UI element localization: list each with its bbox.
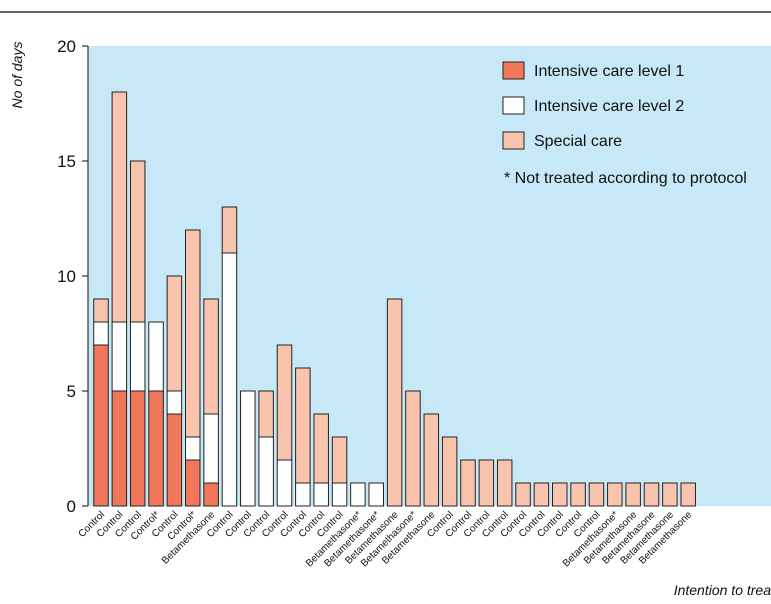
legend-swatch (502, 131, 525, 150)
bar-segment-special-care (331, 436, 348, 484)
bar-segment-intensive-care-level-2 (203, 413, 219, 484)
bar-segment-intensive-care-level-1 (129, 390, 146, 507)
bar-segment-special-care (405, 390, 421, 507)
bar-segment-intensive-care-level-2 (295, 482, 311, 507)
bar-segment-intensive-care-level-2 (258, 436, 274, 507)
bar-segment-special-care (607, 482, 623, 507)
bar-segment-intensive-care-level-2 (350, 482, 366, 507)
bar-segment-intensive-care-level-2 (185, 436, 201, 461)
legend-swatch (502, 96, 525, 115)
y-axis-title: No of days (9, 42, 25, 109)
legend-label: Intensive care level 2 (534, 98, 684, 115)
y-tick-label: 20 (57, 37, 76, 56)
bar-segment-intensive-care-level-2 (368, 482, 384, 507)
bar-segment-intensive-care-level-2 (129, 321, 146, 392)
bar-segment-special-care (129, 160, 146, 323)
bar-segment-special-care (276, 344, 293, 461)
bar-segment-special-care (221, 206, 238, 254)
bar-segment-special-care (588, 482, 605, 507)
bar-segment-special-care (441, 436, 458, 507)
bar-segment-special-care (496, 459, 513, 507)
bar-segment-special-care (203, 298, 219, 415)
legend-note: * Not treated according to protocol (504, 170, 747, 187)
bar-segment-intensive-care-level-2 (93, 321, 109, 346)
bar-segment-special-care (515, 482, 531, 507)
bar-segment-intensive-care-level-2 (166, 390, 183, 415)
bar-segment-intensive-care-level-1 (93, 344, 109, 507)
legend-swatch (502, 61, 525, 80)
bar-segment-special-care (625, 482, 641, 507)
bar-segment-special-care (552, 482, 568, 507)
bar-segment-special-care (570, 482, 586, 507)
bar-segment-special-care (93, 298, 109, 323)
bar-segment-intensive-care-level-2 (240, 390, 256, 507)
x-axis-title: Intention to trea (674, 582, 771, 598)
bar-segment-special-care (166, 275, 183, 392)
bar-segment-special-care (111, 91, 128, 323)
bar-segment-intensive-care-level-1 (203, 482, 219, 507)
bar-segment-intensive-care-level-1 (166, 413, 183, 507)
bar-segment-special-care (423, 413, 440, 507)
bar-segment-intensive-care-level-2 (313, 482, 329, 507)
bar-segment-intensive-care-level-2 (331, 482, 348, 507)
bar-segment-special-care (643, 482, 660, 507)
bar-segment-special-care (295, 367, 311, 484)
bar-segment-special-care (185, 229, 201, 438)
bar-segment-intensive-care-level-2 (276, 459, 293, 507)
bar-segment-intensive-care-level-1 (148, 390, 164, 507)
bar-segment-special-care (680, 482, 696, 507)
bar-segment-special-care (478, 459, 495, 507)
bar-segment-special-care (258, 390, 274, 438)
bar-segment-special-care (313, 413, 329, 484)
bar-segment-special-care (533, 482, 550, 507)
bar-segment-intensive-care-level-2 (221, 252, 238, 507)
y-tick-label: 0 (67, 497, 76, 516)
category-labels: ControlControlControlControl*ControlCont… (77, 509, 695, 569)
y-tick-label: 5 (67, 382, 76, 401)
bars (93, 91, 696, 507)
bar-segment-intensive-care-level-2 (148, 321, 164, 392)
y-tick-label: 15 (57, 152, 76, 171)
bar-segment-intensive-care-level-1 (111, 390, 128, 507)
bar-segment-special-care (662, 482, 678, 507)
y-axis: 0 5 10 15 20 (57, 37, 89, 516)
bar-segment-special-care (460, 459, 476, 507)
bar-segment-intensive-care-level-2 (111, 321, 128, 392)
legend-label: Special care (534, 133, 622, 150)
legend: Intensive care level 1 Intensive care lev… (502, 61, 747, 187)
legend-label: Intensive care level 1 (534, 63, 684, 80)
y-tick-label: 10 (57, 267, 76, 286)
bar-segment-intensive-care-level-1 (185, 459, 201, 507)
bar-segment-special-care (386, 298, 403, 507)
